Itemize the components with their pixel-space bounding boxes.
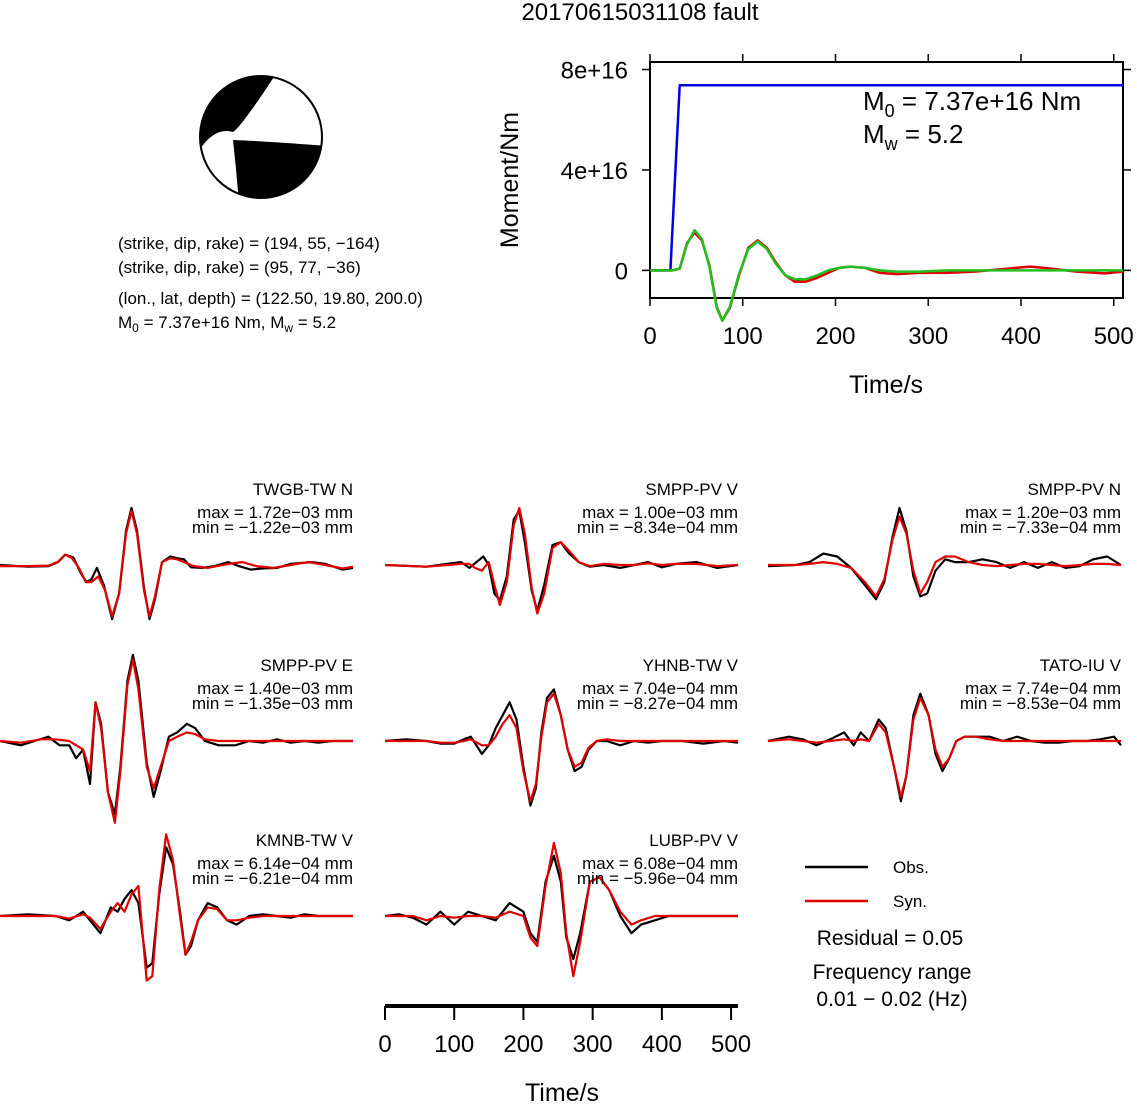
min-label: min = −8.34e−04 mm	[577, 518, 738, 537]
moment-xtick-label: 0	[643, 323, 656, 350]
synthetic-trace	[0, 658, 353, 824]
moment-xtick-label: 200	[815, 323, 855, 350]
frequency-range-label: Frequency range	[813, 961, 972, 984]
max-label: max = 6.14e−04 mm	[197, 854, 353, 873]
waveform-xlabel: Time/s	[525, 1079, 599, 1104]
moment-plot: 0 100 200 300 400 500 0 4e+16 8e+16 M0 = 7.37e+1…	[496, 54, 1134, 399]
synthetic-trace	[768, 515, 1122, 598]
max-label: max = 1.20e−03 mm	[965, 503, 1121, 522]
moment-rate-red-curve	[650, 231, 1124, 322]
waveform-xtick-label: 0	[378, 1031, 391, 1058]
moment-xtick-label: 400	[1001, 323, 1041, 350]
moment-xlabel: Time/s	[849, 371, 923, 399]
max-label: max = 7.04e−04 mm	[582, 679, 738, 698]
beachball-icon	[199, 75, 323, 199]
synthetic-trace	[767, 696, 1121, 799]
min-label: min = −1.35e−03 mm	[192, 694, 353, 713]
moment-ytick-label: 4e+16	[561, 158, 628, 185]
synthetic-trace	[384, 506, 739, 615]
mechanism-line-3: (lon., lat, depth) = (122.50, 19.80, 200…	[118, 289, 423, 308]
moment-annotation-m0: M0 = 7.37e+16 Nm	[863, 86, 1081, 121]
observed-trace	[767, 506, 1122, 601]
mechanism-line-2: (strike, dip, rake) = (95, 77, −36)	[118, 258, 361, 277]
station-label: TATO-IU V	[1040, 656, 1122, 675]
station-label: SMPP-PV N	[1027, 480, 1121, 499]
min-label: min = −8.53e−04 mm	[960, 694, 1121, 713]
max-label: max = 1.72e−03 mm	[197, 503, 353, 522]
moment-plot-frame	[649, 61, 1124, 299]
moment-ytick-label: 0	[615, 258, 628, 285]
legend-obs-label: Obs.	[893, 858, 929, 877]
residual-text: Residual = 0.05	[817, 927, 964, 950]
station-label: TWGB-TW N	[253, 480, 353, 499]
station-label: KMNB-TW V	[256, 831, 354, 850]
max-label: max = 1.40e−03 mm	[197, 679, 353, 698]
max-label: max = 7.74e−04 mm	[965, 679, 1121, 698]
station-label: YHNB-TW V	[643, 656, 739, 675]
synthetic-trace	[385, 692, 738, 803]
min-label: min = −5.96e−04 mm	[577, 869, 738, 888]
waveform-xtick-label: 500	[711, 1031, 751, 1058]
synthetic-trace	[0, 833, 353, 982]
moment-xtick-label: 100	[723, 323, 763, 350]
min-label: min = −1.22e−03 mm	[192, 518, 353, 537]
moment-xtick-label: 500	[1094, 323, 1134, 350]
moment-rate-green-curve	[650, 228, 1123, 322]
mechanism-line-4: M0 = 7.37e+16 Nm, Mw = 5.2	[118, 313, 336, 335]
max-label: max = 6.08e−04 mm	[582, 854, 738, 873]
frequency-range-value: 0.01 − 0.02 (Hz)	[816, 988, 967, 1011]
moment-ytick-label: 8e+16	[561, 58, 628, 85]
figure-title: 20170615031108 fault	[521, 0, 758, 26]
min-label: min = −7.33e−04 mm	[960, 518, 1121, 537]
legend: Obs. Syn. Residual = 0.05 Frequency rang…	[805, 858, 971, 1011]
legend-syn-label: Syn.	[893, 892, 927, 911]
station-label: SMPP-PV V	[645, 480, 738, 499]
waveform-time-axis: Time/s 0 100 200 300 400 500	[378, 1004, 751, 1104]
min-label: min = −6.21e−04 mm	[192, 869, 353, 888]
moment-annotation-mw: Mw = 5.2	[863, 119, 963, 154]
synthetic-trace	[0, 509, 354, 618]
station-label: SMPP-PV E	[260, 656, 353, 675]
mechanism-info: (strike, dip, rake) = (194, 55, −164) (s…	[118, 234, 423, 335]
waveform-xtick-label: 400	[642, 1031, 682, 1058]
waveform-xtick-label: 100	[434, 1031, 474, 1058]
synthetic-trace	[385, 841, 738, 978]
max-label: max = 1.00e−03 mm	[582, 503, 738, 522]
waveform-xtick-label: 300	[573, 1031, 613, 1058]
station-label: LUBP-PV V	[649, 831, 738, 850]
moment-xtick-label: 300	[908, 323, 948, 350]
mechanism-line-1: (strike, dip, rake) = (194, 55, −164)	[118, 234, 380, 253]
moment-ylabel: Moment/Nm	[496, 112, 524, 248]
min-label: min = −8.27e−04 mm	[577, 694, 738, 713]
waveform-xtick-label: 200	[503, 1031, 543, 1058]
